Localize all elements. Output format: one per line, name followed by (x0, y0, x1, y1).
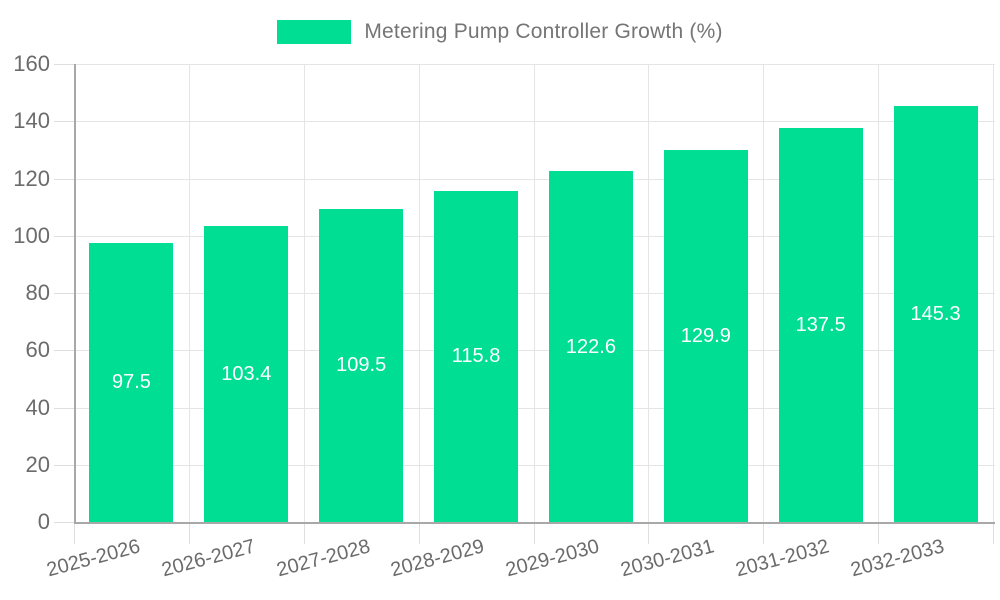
y-tick (54, 178, 74, 180)
y-gridline (76, 293, 995, 294)
bar-value-label: 103.4 (221, 363, 272, 385)
x-tick (303, 524, 305, 544)
y-axis-label: 140 (13, 108, 50, 134)
y-gridline (76, 64, 995, 65)
x-gridline (418, 64, 420, 522)
bar-value-label: 145.3 (910, 303, 961, 326)
y-gridline (76, 121, 995, 123)
y-axis-label: 80 (25, 280, 50, 305)
x-tick (533, 524, 535, 544)
bar: 145.3 (893, 106, 978, 522)
y-tick (54, 464, 74, 466)
x-gridline (188, 64, 190, 522)
y-gridline (76, 235, 995, 237)
y-axis-label: 20 (25, 451, 50, 477)
bar: 109.5 (319, 208, 404, 522)
y-tick (54, 350, 74, 352)
x-axis-label: 2031-2032 (733, 535, 832, 582)
bar: 103.4 (204, 226, 289, 522)
y-axis-label: 120 (13, 165, 50, 191)
y-axis-label: 160 (13, 51, 50, 76)
y-axis-label: 60 (25, 337, 50, 363)
y-gridline (76, 407, 995, 409)
bar: 97.5 (89, 242, 174, 522)
bar-value-label: 137.5 (795, 314, 846, 337)
x-tick (188, 524, 190, 544)
y-tick (54, 407, 74, 409)
y-tick (54, 293, 74, 294)
x-gridline (993, 64, 994, 522)
x-axis-label: 2032-2033 (848, 535, 947, 582)
y-gridline (76, 350, 995, 352)
y-tick (54, 522, 74, 523)
y-tick (54, 121, 74, 123)
x-tick (993, 524, 994, 544)
bar-value-label: 109.5 (336, 354, 387, 377)
y-gridline (76, 464, 995, 466)
legend-swatch-icon (277, 20, 352, 44)
x-tick (763, 524, 765, 544)
y-tick (54, 64, 74, 65)
y-tick (54, 235, 74, 237)
bar-value-label: 115.8 (451, 345, 501, 368)
bar: 137.5 (778, 128, 863, 522)
y-axis-label: 0 (37, 509, 50, 534)
y-gridline (76, 178, 995, 180)
x-tick (74, 524, 75, 544)
x-axis-label: 2029-2030 (503, 535, 602, 582)
x-tick (878, 524, 880, 544)
x-gridline (648, 64, 650, 522)
chart-legend[interactable]: Metering Pump Controller Growth (%) (0, 14, 1000, 50)
y-axis-label: 40 (25, 394, 50, 420)
bar: 129.9 (663, 150, 748, 522)
x-gridline (763, 64, 765, 522)
x-gridline (533, 64, 535, 522)
y-axis-label: 100 (13, 222, 50, 248)
bar-value-label: 97.5 (111, 371, 151, 394)
x-tick (648, 524, 650, 544)
plot-area (74, 64, 995, 524)
x-gridline (878, 64, 880, 522)
x-axis-label: 2025-2026 (44, 535, 143, 582)
bar: 122.6 (548, 171, 633, 522)
x-axis-label: 2030-2031 (618, 535, 717, 582)
bar: 115.8 (434, 190, 519, 522)
x-axis-label: 2026-2027 (159, 535, 258, 582)
x-tick (418, 524, 420, 544)
bar-value-label: 129.9 (680, 325, 731, 348)
bar-value-label: 122.6 (565, 335, 616, 358)
x-gridline (303, 64, 305, 522)
legend-label: Metering Pump Controller Growth (%) (364, 20, 723, 43)
x-axis-label: 2028-2029 (388, 535, 487, 582)
x-axis-label: 2027-2028 (273, 535, 373, 582)
